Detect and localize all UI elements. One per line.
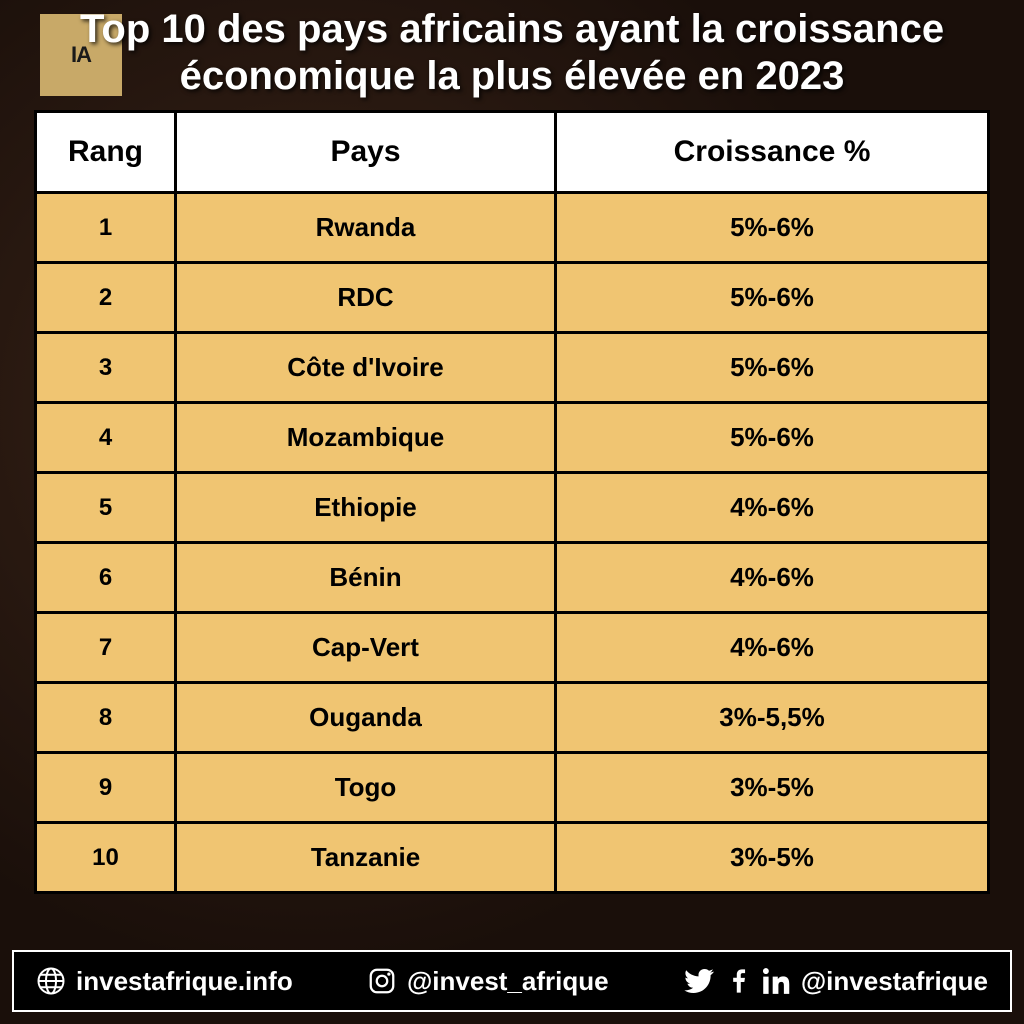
cell-growth: 3%-5%: [556, 823, 989, 893]
table-row: 1Rwanda5%-6%: [36, 193, 989, 263]
footer-socials-handle: @investafrique: [801, 966, 988, 997]
cell-pays: Ouganda: [176, 683, 556, 753]
footer-website-text: investafrique.info: [76, 966, 293, 997]
table-row: 3Côte d'Ivoire5%-6%: [36, 333, 989, 403]
cell-rank: 9: [36, 753, 176, 823]
cell-growth: 4%-6%: [556, 473, 989, 543]
cell-pays: Rwanda: [176, 193, 556, 263]
table-row: 5Ethiopie4%-6%: [36, 473, 989, 543]
footer-bar: investafrique.info @invest_afrique: [12, 950, 1012, 1012]
footer-instagram: @invest_afrique: [329, 966, 647, 997]
table-row: 6Bénin4%-6%: [36, 543, 989, 613]
linkedin-icon: [763, 967, 791, 995]
table-row: 7Cap-Vert4%-6%: [36, 613, 989, 683]
cell-pays: Bénin: [176, 543, 556, 613]
col-header-growth: Croissance %: [556, 112, 989, 193]
cell-pays: RDC: [176, 263, 556, 333]
col-header-rank: Rang: [36, 112, 176, 193]
table-row: 4Mozambique5%-6%: [36, 403, 989, 473]
cell-pays: Ethiopie: [176, 473, 556, 543]
cell-growth: 5%-6%: [556, 263, 989, 333]
table-header-row: Rang Pays Croissance %: [36, 112, 989, 193]
cell-growth: 4%-6%: [556, 543, 989, 613]
cell-rank: 3: [36, 333, 176, 403]
footer-instagram-handle: @invest_afrique: [407, 966, 609, 997]
footer-socials: @investafrique: [683, 965, 988, 997]
footer-website: investafrique.info: [36, 966, 293, 997]
cell-growth: 4%-6%: [556, 613, 989, 683]
page-title: Top 10 des pays africains ayant la crois…: [0, 6, 1024, 100]
table-row: 2RDC5%-6%: [36, 263, 989, 333]
cell-growth: 5%-6%: [556, 333, 989, 403]
instagram-icon: [367, 966, 397, 996]
cell-growth: 5%-6%: [556, 193, 989, 263]
cell-growth: 3%-5%: [556, 753, 989, 823]
table-row: 10Tanzanie3%-5%: [36, 823, 989, 893]
cell-pays: Mozambique: [176, 403, 556, 473]
twitter-icon: [683, 965, 715, 997]
cell-pays: Côte d'Ivoire: [176, 333, 556, 403]
cell-growth: 5%-6%: [556, 403, 989, 473]
facebook-icon: [725, 967, 753, 995]
cell-rank: 10: [36, 823, 176, 893]
table-row: 8Ouganda3%-5,5%: [36, 683, 989, 753]
cell-rank: 8: [36, 683, 176, 753]
cell-growth: 3%-5,5%: [556, 683, 989, 753]
cell-rank: 1: [36, 193, 176, 263]
cell-rank: 7: [36, 613, 176, 683]
growth-table: Rang Pays Croissance % 1Rwanda5%-6%2RDC5…: [34, 110, 990, 894]
table-row: 9Togo3%-5%: [36, 753, 989, 823]
cell-rank: 4: [36, 403, 176, 473]
cell-pays: Tanzanie: [176, 823, 556, 893]
cell-pays: Togo: [176, 753, 556, 823]
growth-table-wrap: Rang Pays Croissance % 1Rwanda5%-6%2RDC5…: [34, 110, 990, 894]
cell-rank: 5: [36, 473, 176, 543]
cell-pays: Cap-Vert: [176, 613, 556, 683]
cell-rank: 2: [36, 263, 176, 333]
globe-icon: [36, 966, 66, 996]
col-header-pays: Pays: [176, 112, 556, 193]
cell-rank: 6: [36, 543, 176, 613]
infographic-page: IA Top 10 des pays africains ayant la cr…: [0, 0, 1024, 1024]
